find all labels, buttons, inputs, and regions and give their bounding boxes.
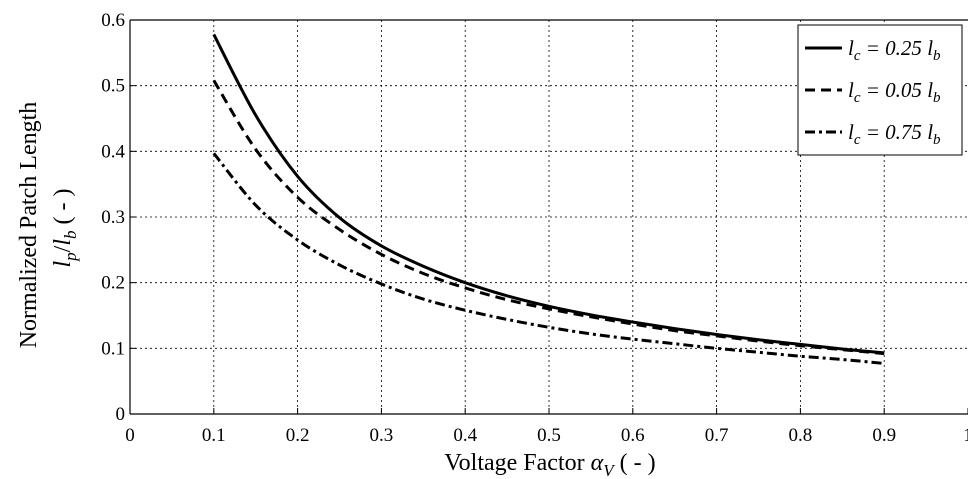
x-axis-label: Voltage Factor αV ( - ) <box>444 450 655 479</box>
legend-label-1: lc = 0.05 lb <box>848 78 941 106</box>
x-axis-label-unit: ( - ) <box>614 450 656 476</box>
legend-label-2-c: c <box>854 132 861 148</box>
series-line-2 <box>212 152 885 365</box>
legend-label-1-l: l <box>848 78 854 102</box>
y-axis-label-l1: l <box>50 261 76 268</box>
y-axis-label-sub-b: b <box>61 230 80 239</box>
axes <box>129 19 968 415</box>
legend-label-0-l: l <box>848 36 854 60</box>
x-tick-label: 0 <box>125 425 135 446</box>
y-tick-label: 0 <box>116 404 126 425</box>
x-tick-label: 0.5 <box>537 425 561 446</box>
legend-label-2: lc = 0.75 lb <box>848 120 941 148</box>
legend-label-1-mid: = 0.05 <box>861 78 928 102</box>
x-axis-label-symbol-sub: V <box>603 461 616 479</box>
series-line-1 <box>212 79 885 356</box>
legend-label-2-mid: = 0.75 <box>861 120 928 144</box>
y-tick-labels: 0 0.1 0.2 0.3 0.4 0.5 0.6 <box>101 10 125 425</box>
legend: lc = 0.25 lb lc = 0.05 lb lc = 0.75 lb <box>797 24 963 156</box>
x-tick-label: 0.8 <box>789 425 813 446</box>
series-layer <box>212 33 885 365</box>
legend-label-1-c: c <box>854 90 861 106</box>
y-axis-label-l2: l <box>50 239 76 246</box>
y-tick-label: 0.6 <box>101 10 125 31</box>
x-tick-label: 0.6 <box>621 425 645 446</box>
legend-label-2-b: b <box>933 132 941 148</box>
y-axis-label-sep: / <box>50 245 76 252</box>
y-tick-label: 0.1 <box>101 338 125 359</box>
x-tick-label: 1 <box>963 425 968 446</box>
x-tick-label: 0.2 <box>286 425 310 446</box>
legend-label-1-b: b <box>933 90 941 106</box>
y-axis-label-unit: ( - ) <box>50 189 76 231</box>
x-tick-labels: 0 0.1 0.2 0.3 0.4 0.5 0.6 0.7 0.8 0.9 1 <box>125 425 968 446</box>
legend-label-0-b: b <box>933 48 941 64</box>
legend-label-1-l2: l <box>927 78 933 102</box>
y-tick-label: 0.4 <box>101 141 125 162</box>
y-axis-label-main: Normalized Patch Length <box>16 102 42 349</box>
x-tick-label: 0.4 <box>453 425 477 446</box>
legend-label-2-l: l <box>848 120 854 144</box>
legend-label-0-mid: = 0.25 <box>861 36 928 60</box>
legend-label-2-l2: l <box>927 120 933 144</box>
x-tick-label: 0.1 <box>202 425 226 446</box>
y-tick-label: 0.3 <box>101 207 125 228</box>
x-tick-label: 0.3 <box>370 425 394 446</box>
y-tick-label: 0.2 <box>101 273 125 294</box>
x-tick-label: 0.7 <box>705 425 729 446</box>
x-tick-label: 0.9 <box>872 425 896 446</box>
x-axis-label-symbol: α <box>591 450 604 476</box>
legend-label-0: lc = 0.25 lb <box>848 36 941 64</box>
x-axis-label-text: Voltage Factor <box>444 450 584 476</box>
legend-label-0-l2: l <box>927 36 933 60</box>
y-axis-label-sub-p: p <box>61 252 80 262</box>
y-tick-label: 0.5 <box>101 76 125 97</box>
y-axis-label-symbol: lp/lb ( - ) <box>50 189 80 268</box>
legend-label-0-c: c <box>854 48 861 64</box>
